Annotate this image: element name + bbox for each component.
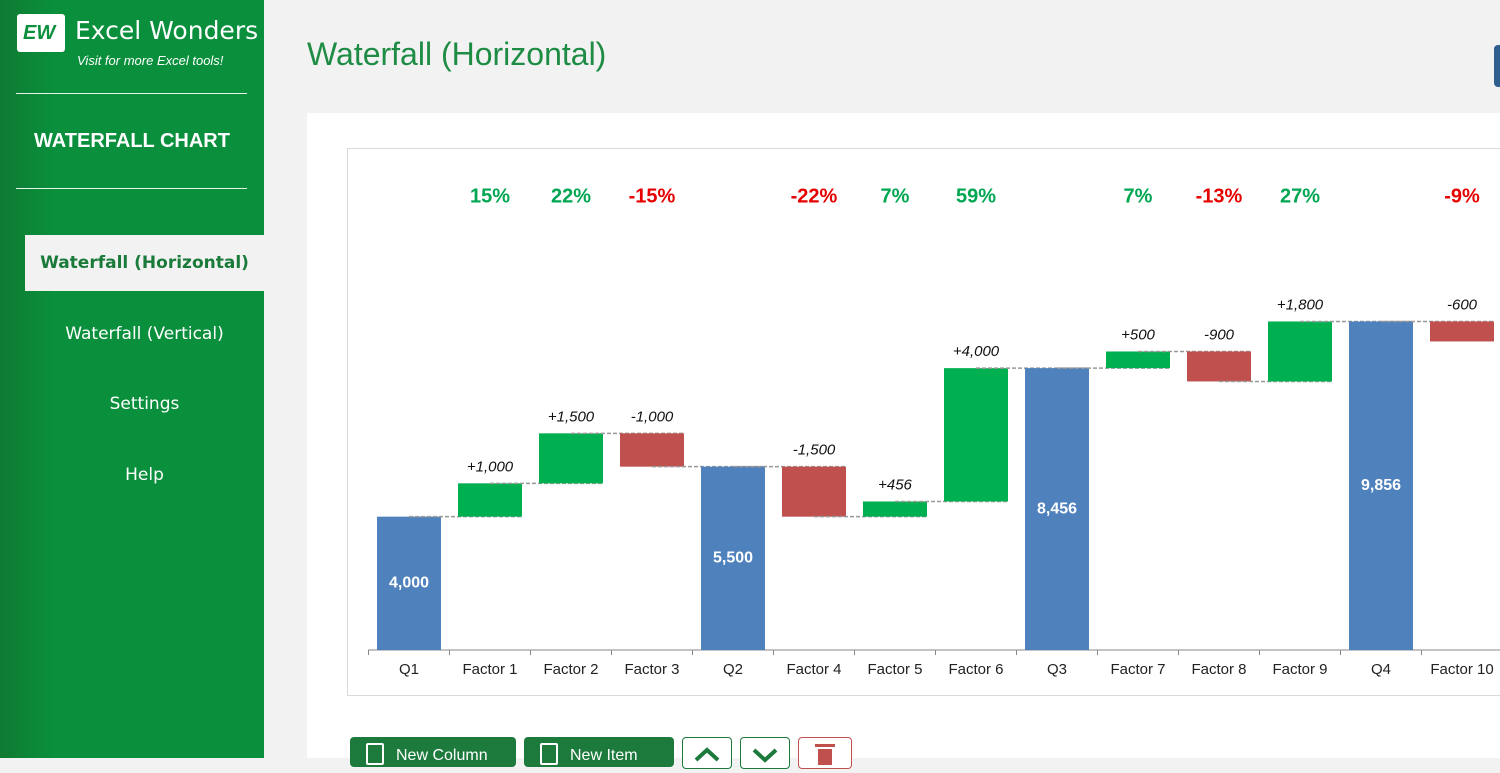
new-item-button[interactable]: New Item <box>524 737 674 767</box>
brand: Excel Wonders <box>75 16 259 45</box>
nav-item[interactable]: Help <box>125 465 164 485</box>
move-down-button[interactable] <box>740 737 790 769</box>
tagline: Visit for more Excel tools! <box>77 53 224 68</box>
move-up-button[interactable] <box>682 737 732 769</box>
delete-button[interactable] <box>798 737 852 769</box>
icon <box>815 744 835 765</box>
logo-mark: EW <box>23 22 56 44</box>
icon <box>366 743 384 765</box>
icon <box>694 747 720 762</box>
new-column-button[interactable]: New Column <box>350 737 516 767</box>
divider <box>16 188 247 189</box>
nav-item[interactable]: Settings <box>109 394 180 414</box>
icon <box>752 748 778 763</box>
panel <box>307 113 1500 758</box>
button-label: New Column <box>396 747 488 764</box>
icon <box>540 743 558 765</box>
nav-item[interactable]: Waterfall (Vertical) <box>65 324 224 344</box>
sidebar: EW Excel Wonders Visit for more Excel to… <box>0 0 264 758</box>
divider <box>16 93 247 94</box>
top-button[interactable] <box>1494 45 1500 87</box>
logo[interactable]: EW <box>17 14 65 52</box>
button-label: New Item <box>570 747 638 764</box>
page-title: Waterfall (Horizontal) <box>307 36 607 72</box>
chart-frame <box>347 148 1500 696</box>
section-title: WATERFALL CHART <box>34 130 230 152</box>
nav-item[interactable]: Waterfall (Horizontal) <box>25 235 264 291</box>
